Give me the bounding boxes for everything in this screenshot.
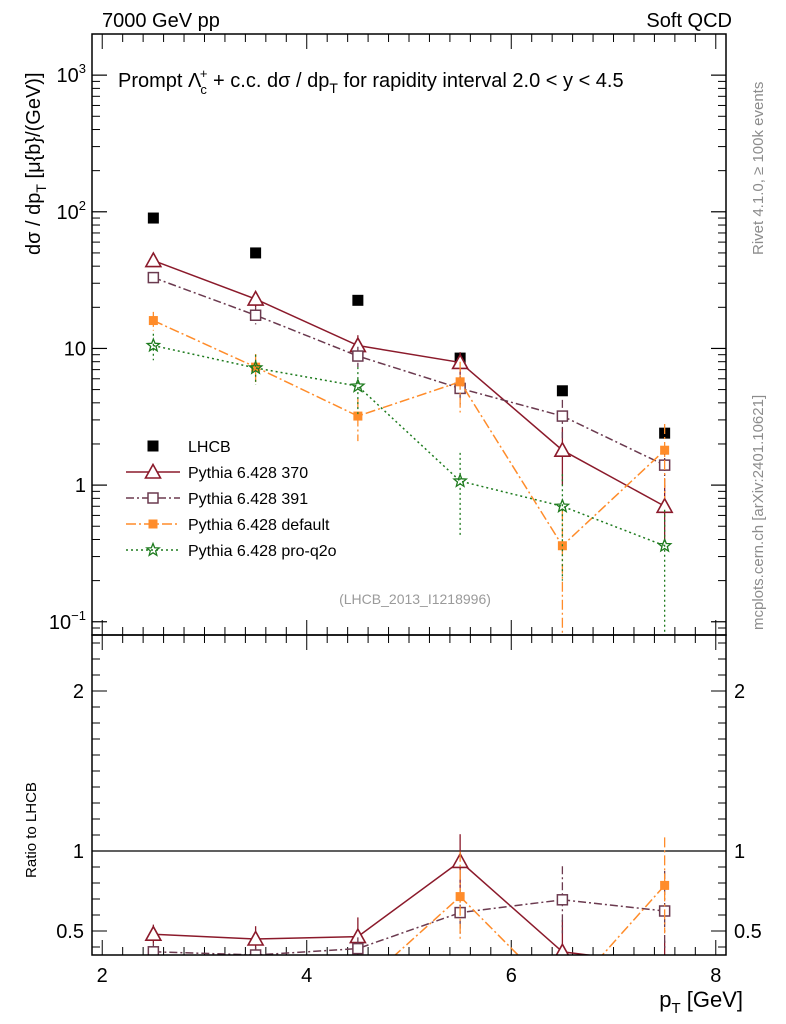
main-point-lhcb-4 <box>556 385 568 397</box>
main-ytick-label: 10 <box>64 338 86 360</box>
main-point-lhcb-0 <box>147 212 159 224</box>
ratio-point-pythia-6-428-pro-q2o-0 <box>147 985 159 997</box>
ratio-point-pythia-6-428-default-3 <box>455 892 465 902</box>
rivet-label: Rivet 4.1.0, ≥ 100k events <box>750 82 767 255</box>
main-point-pythia-6-428-pro-q2o-3 <box>452 472 469 488</box>
legend-marker-pythia-6-428-391 <box>147 492 159 504</box>
main-point-pythia-6-428-370-4 <box>553 441 572 458</box>
ratio-point-pythia-6-428-default-1 <box>251 983 260 992</box>
main-line-pythia-6-428-391 <box>153 276 665 466</box>
xtick-label: 2 <box>97 965 108 987</box>
ratio-point-pythia-6-428-pro-q2o-1 <box>249 982 261 994</box>
legend-marker-pythia-6-428-370 <box>144 462 162 479</box>
ratio-point-pythia-6-428-391-2 <box>352 942 364 955</box>
legend-label-pythia-6-428-391: Pythia 6.428 391 <box>188 491 308 508</box>
main-point-pythia-6-428-default-3 <box>455 377 465 387</box>
ratio-point-pythia-6-428-default-5 <box>660 880 670 890</box>
main-point-lhcb-1 <box>250 247 262 259</box>
legend-label-lhcb: LHCB <box>188 439 231 456</box>
ratio-point-pythia-6-428-default-2 <box>353 984 362 993</box>
main-title: Prompt Λc+ + c.c. dσ / dpT for rapidity … <box>118 66 624 97</box>
main-ytick-label: 102 <box>57 198 86 224</box>
ratio-point-pythia-6-428-370-4 <box>555 942 570 955</box>
main-ytick-label: 10−1 <box>49 608 86 634</box>
main-point-pythia-6-428-pro-q2o-0 <box>145 337 162 353</box>
legend-marker-pythia-6-428-default <box>148 519 158 529</box>
main-point-pythia-6-428-pro-q2o-1 <box>247 359 264 375</box>
main-line-pythia-6-428-pro-q2o <box>153 344 665 547</box>
main-point-lhcb-2 <box>352 294 364 306</box>
ratio-ytick-label-right: 0.5 <box>734 921 762 943</box>
ratio-line-pythia-6-428-391 <box>153 899 665 955</box>
ratio-line-pythia-6-428-pro-q2o <box>153 974 664 992</box>
main-ytick-label: 1 <box>75 475 86 497</box>
legend-label-pythia-6-428-370: Pythia 6.428 370 <box>188 465 308 482</box>
main-marks <box>144 212 674 635</box>
ratio-point-pythia-6-428-391-1 <box>249 949 262 955</box>
ratio-point-pythia-6-428-370-1 <box>246 929 265 946</box>
main-point-pythia-6-428-default-2 <box>353 411 363 421</box>
ratio-point-pythia-6-428-391-0 <box>147 946 160 955</box>
ratio-line-pythia-6-428-370 <box>153 860 594 955</box>
ratio-point-pythia-6-428-370-0 <box>144 925 163 942</box>
ratio-frame <box>91 634 727 956</box>
ratio-axes: 0.5 0.5 1 1 2 2 2 4 6 8 <box>56 635 762 987</box>
main-point-pythia-6-428-370-1 <box>246 289 265 306</box>
ratio-ytick-label: 0.5 <box>56 921 84 943</box>
xlabel: pT [GeV] <box>659 987 743 1017</box>
header-energy: 7000 GeV pp <box>102 10 220 32</box>
header-category: Soft QCD <box>646 10 732 32</box>
legend-marker-pythia-6-428-pro-q2o <box>145 541 161 557</box>
ratio-point-pythia-6-428-391-4 <box>556 894 569 906</box>
xtick-label: 4 <box>301 965 312 987</box>
ratio-point-pythia-6-428-370-5 <box>657 957 672 971</box>
legend-label-pythia-6-428-pro-q2o: Pythia 6.428 pro-q2o <box>188 543 337 560</box>
ratio-point-pythia-6-428-pro-q2o-2 <box>352 968 364 980</box>
ratio-ytick-label-right: 1 <box>734 841 745 863</box>
ratio-point-pythia-6-428-default-4 <box>558 995 567 1004</box>
main-point-pythia-6-428-391-0 <box>147 271 160 284</box>
main-point-pythia-6-428-370-0 <box>144 251 163 268</box>
main-point-pythia-6-428-default-5 <box>660 445 670 455</box>
ratio-point-pythia-6-428-pro-q2o-3 <box>454 984 466 996</box>
xtick-label: 8 <box>710 965 721 987</box>
ratio-ytick-label-right: 2 <box>734 681 745 703</box>
main-point-pythia-6-428-391-4 <box>556 410 569 422</box>
main-point-pythia-6-428-370-5 <box>655 497 674 514</box>
ratio-ytick-label: 1 <box>73 841 84 863</box>
ratio-ylabel: Ratio to LHCB <box>23 782 40 878</box>
legend: LHCB Pythia 6.428 370 Pythia 6.428 391 Pyth… <box>126 439 337 560</box>
analysis-watermark: (LHCB_2013_I1218996) <box>339 591 491 607</box>
main-point-pythia-6-428-pro-q2o-5 <box>656 537 673 553</box>
main-ytick-label: 103 <box>57 61 86 87</box>
main-line-pythia-6-428-default <box>153 319 666 547</box>
xtick-label: 6 <box>506 965 517 987</box>
main-point-pythia-6-428-default-1 <box>251 362 261 372</box>
ratio-ytick-label: 2 <box>73 681 84 703</box>
main-point-pythia-6-428-391-1 <box>249 309 262 321</box>
ratio-point-pythia-6-428-default-0 <box>149 978 158 987</box>
main-point-pythia-6-428-pro-q2o-4 <box>554 497 571 513</box>
mcplots-label: mcplots.cern.ch [arXiv:2401.10621] <box>750 395 767 630</box>
main-ylabel: dσ / dpT [μ{b}/(GeV)] <box>23 72 49 255</box>
ratio-marks <box>144 834 672 1004</box>
main-point-pythia-6-428-pro-q2o-2 <box>349 377 366 393</box>
legend-marker-lhcb <box>147 440 159 452</box>
main-point-pythia-6-428-default-0 <box>148 316 158 326</box>
ratio-point-pythia-6-428-pro-q2o-4 <box>556 982 568 994</box>
main-point-pythia-6-428-391-2 <box>352 350 364 362</box>
legend-label-pythia-6-428-default: Pythia 6.428 default <box>188 517 330 534</box>
ratio-line-pythia-6-428-default <box>394 884 666 955</box>
main-line-pythia-6-428-370 <box>153 259 666 507</box>
